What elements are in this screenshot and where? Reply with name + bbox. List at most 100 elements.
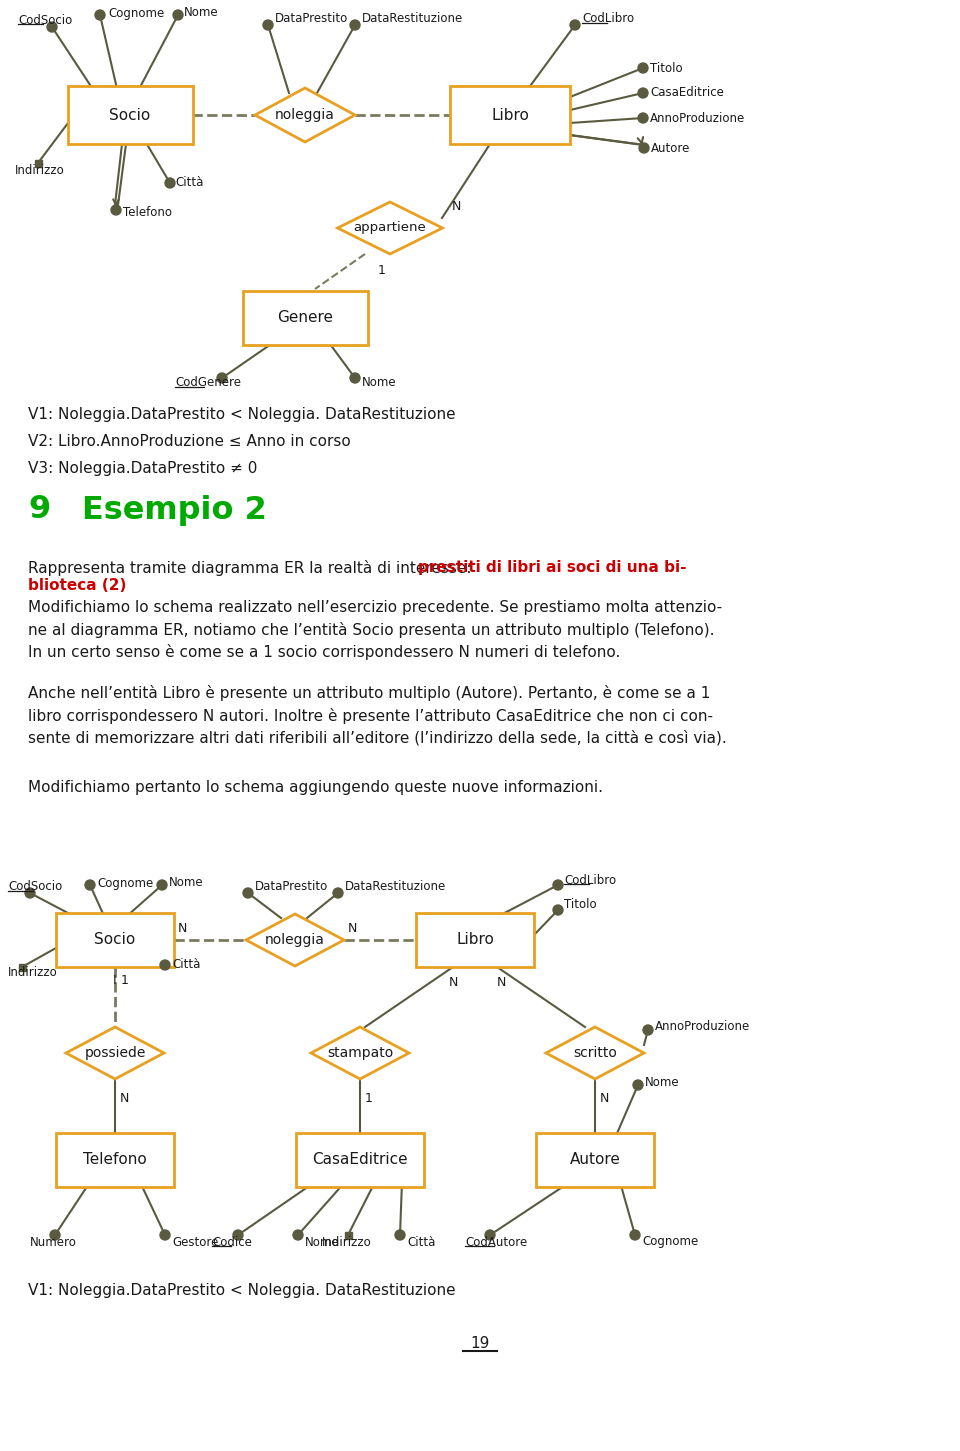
Circle shape [638,89,648,99]
FancyBboxPatch shape [243,292,368,345]
Text: V1: Noleggia.DataPrestito < Noleggia. DataRestituzione: V1: Noleggia.DataPrestito < Noleggia. Da… [28,408,456,422]
Circle shape [111,205,121,215]
Text: Autore: Autore [651,142,690,154]
Circle shape [570,20,580,30]
Circle shape [85,879,95,889]
Text: N: N [448,975,458,988]
Text: Anche nell’entità Libro è presente un attributo multiplo (Autore). Pertanto, è c: Anche nell’entità Libro è presente un at… [28,685,727,746]
Text: Telefono: Telefono [84,1152,147,1168]
Text: 19: 19 [470,1335,490,1351]
Text: N: N [120,1091,130,1104]
Text: V2: Libro.AnnoProduzione ≤ Anno in corso: V2: Libro.AnnoProduzione ≤ Anno in corso [28,434,350,450]
Circle shape [160,1230,170,1241]
Text: noleggia: noleggia [276,107,335,122]
Text: blioteca (2): blioteca (2) [28,577,127,593]
Text: N: N [348,921,357,934]
Circle shape [50,1230,60,1241]
Text: 9: 9 [28,495,50,525]
Text: Cognome: Cognome [642,1235,698,1248]
Circle shape [638,113,648,123]
Circle shape [643,1024,653,1035]
Circle shape [630,1230,640,1241]
Text: Indirizzo: Indirizzo [8,966,58,979]
Circle shape [173,10,183,20]
Text: I: I [113,974,116,987]
Circle shape [160,961,170,971]
Text: Libro: Libro [456,933,494,948]
Text: CasaEditrice: CasaEditrice [312,1152,408,1168]
Text: Modifichiamo lo schema realizzato nell’esercizio precedente. Se prestiamo molta : Modifichiamo lo schema realizzato nell’e… [28,601,722,660]
Text: Nome: Nome [645,1075,680,1088]
Polygon shape [255,89,355,142]
Circle shape [263,20,273,30]
Text: Cognome: Cognome [108,6,164,19]
Circle shape [25,888,35,898]
Text: Rappresenta tramite diagramma ER la realtà di interesse:: Rappresenta tramite diagramma ER la real… [28,560,476,576]
Circle shape [553,905,563,916]
Circle shape [553,879,563,889]
Polygon shape [338,202,443,254]
Circle shape [293,1230,303,1241]
FancyBboxPatch shape [67,86,193,144]
Text: CodSocio: CodSocio [8,881,62,894]
Text: Numero: Numero [30,1235,77,1248]
Text: Nome: Nome [184,6,219,19]
Circle shape [47,22,57,32]
Text: Città: Città [172,959,201,972]
Text: Titolo: Titolo [650,61,683,74]
Polygon shape [246,914,344,966]
Text: Nome: Nome [362,376,396,389]
Text: N: N [600,1091,610,1104]
Text: possiede: possiede [84,1046,146,1061]
Text: Cognome: Cognome [97,876,154,889]
Text: stampato: stampato [326,1046,394,1061]
FancyBboxPatch shape [18,963,26,971]
FancyBboxPatch shape [536,1133,654,1187]
Text: 1: 1 [365,1091,372,1104]
Circle shape [350,20,360,30]
Circle shape [233,1230,243,1241]
Circle shape [395,1230,405,1241]
Text: CasaEditrice: CasaEditrice [650,87,724,100]
Text: Nome: Nome [305,1235,340,1248]
Text: Socio: Socio [109,107,151,122]
Text: Modifichiamo pertanto lo schema aggiungendo queste nuove informazioni.: Modifichiamo pertanto lo schema aggiunge… [28,781,603,795]
Text: Codice: Codice [212,1235,252,1248]
Text: 1: 1 [121,974,129,987]
Text: Socio: Socio [94,933,135,948]
Text: Esempio 2: Esempio 2 [82,495,267,525]
FancyBboxPatch shape [296,1133,424,1187]
Text: Città: Città [175,177,204,190]
Circle shape [639,144,649,152]
Text: Genere: Genere [277,311,333,325]
Text: Gestore: Gestore [172,1235,218,1248]
Circle shape [165,178,175,189]
Text: AnnoProduzione: AnnoProduzione [655,1020,751,1033]
Text: CodLibro: CodLibro [582,13,635,26]
Circle shape [333,888,343,898]
Text: Titolo: Titolo [564,898,596,911]
Text: 1: 1 [378,264,386,277]
Text: DataRestituzione: DataRestituzione [345,881,446,894]
Circle shape [157,879,167,889]
Text: Indirizzo: Indirizzo [15,164,64,177]
Text: Indirizzo: Indirizzo [322,1235,372,1248]
Text: N: N [178,921,187,934]
FancyBboxPatch shape [416,913,534,966]
Text: DataPrestito: DataPrestito [275,13,348,26]
Text: scritto: scritto [573,1046,617,1061]
FancyBboxPatch shape [450,86,570,144]
Polygon shape [66,1027,164,1080]
Polygon shape [311,1027,409,1080]
Text: V3: Noleggia.DataPrestito ≠ 0: V3: Noleggia.DataPrestito ≠ 0 [28,461,257,476]
Text: N: N [496,975,506,988]
Text: CodGenere: CodGenere [175,376,241,389]
Text: Nome: Nome [169,876,204,889]
Circle shape [217,373,227,383]
Circle shape [350,373,360,383]
FancyBboxPatch shape [56,1133,174,1187]
Text: V1: Noleggia.DataPrestito < Noleggia. DataRestituzione: V1: Noleggia.DataPrestito < Noleggia. Da… [28,1283,456,1297]
FancyBboxPatch shape [345,1232,351,1239]
Polygon shape [546,1027,644,1080]
Text: Telefono: Telefono [123,206,172,219]
